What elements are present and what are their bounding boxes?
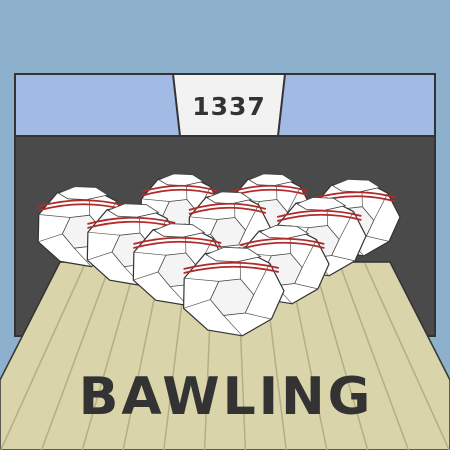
bowling-pin [182,246,285,337]
score-value: 1337 [192,92,266,121]
pin-rack [37,173,401,337]
bowling-lane [0,261,450,450]
score-display: 1337 [171,73,287,137]
lane-board-line [81,262,137,450]
lane-board-line [338,262,410,450]
score-plate [171,73,287,137]
lane-board-line [0,262,87,450]
lane-board-line [40,262,112,450]
lane-board-line [363,262,450,450]
lane-board-line [313,262,369,450]
game-title: BAWLING [79,367,374,427]
